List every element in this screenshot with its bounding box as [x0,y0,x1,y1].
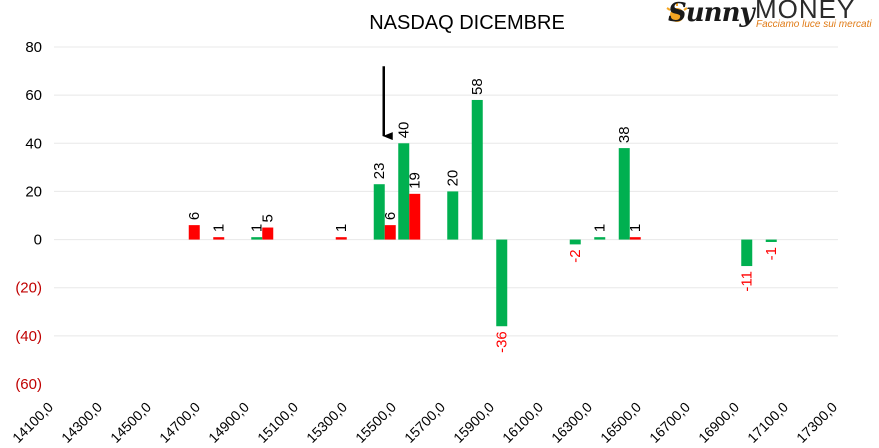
bar [569,239,581,245]
x-tick-label: 15300,0 [303,399,350,446]
bar [251,237,263,240]
data-label: 1 [211,224,228,232]
bar [409,193,421,240]
data-label: -2 [567,249,584,262]
bar [629,237,641,240]
x-tick-label: 14900,0 [205,399,252,446]
y-tick-label: 20 [25,183,42,200]
bar [384,225,396,240]
x-tick-label: 15900,0 [450,399,497,446]
y-tick-label: 0 [34,232,42,249]
bar [213,237,225,240]
x-tick-label: 15500,0 [352,399,399,446]
bar [335,237,347,240]
data-label: 1 [592,224,609,232]
x-tick-label: 16700,0 [646,399,693,446]
x-tick-label: 16100,0 [499,399,546,446]
data-label: -1 [763,247,780,260]
bar [741,239,753,267]
y-tick-label: 40 [25,135,42,152]
y-tick-label: (20) [15,280,42,297]
y-tick-label: (40) [15,328,42,345]
data-label: 1 [249,224,266,232]
y-tick-label: (60) [15,376,42,393]
x-tick-label: 14300,0 [58,399,105,446]
bar [262,227,274,240]
bar [188,225,200,240]
bar [471,99,483,240]
sun-icon [666,2,688,22]
data-label: 19 [407,172,424,189]
bar [618,148,630,240]
bar [594,237,606,240]
x-tick-label: 14500,0 [107,399,154,446]
x-tick-label: 14100,0 [9,399,56,446]
bar [496,239,508,327]
sunny-money-logo: Sunny MONEY Facciamo luce sui mercati [666,0,873,34]
y-tick-label: 60 [25,87,42,104]
data-label: 23 [371,163,388,180]
bar [765,239,777,242]
x-tick-label: 15700,0 [401,399,448,446]
data-label: 6 [382,212,399,220]
x-tick-label: 15100,0 [254,399,301,446]
data-label: 5 [260,214,277,222]
data-label: 6 [186,212,203,220]
data-label: -11 [739,271,756,292]
x-tick-label: 14700,0 [156,399,203,446]
bar [398,143,410,240]
x-tick-label: 16300,0 [548,399,595,446]
data-label: 20 [445,170,462,187]
data-label: 1 [333,224,350,232]
x-tick-label: 16500,0 [597,399,644,446]
data-label: -36 [494,331,511,353]
x-tick-label: 17100,0 [744,399,791,446]
data-label: 38 [616,126,633,143]
logo-brand-right: MONEY [755,0,856,24]
x-tick-label: 16900,0 [695,399,742,446]
logo-brand-left: Sunny [668,0,755,28]
bar [373,184,385,240]
chart-title: NASDAQ DICEMBRE [369,12,565,34]
logo-tagline: Facciamo luce sui mercati [756,19,872,30]
y-tick-label: 80 [25,39,42,56]
data-label: 1 [627,224,644,232]
x-tick-label: 17300,0 [793,399,840,446]
bar [447,191,459,240]
data-label: 58 [469,78,486,95]
data-label: 40 [396,122,413,139]
